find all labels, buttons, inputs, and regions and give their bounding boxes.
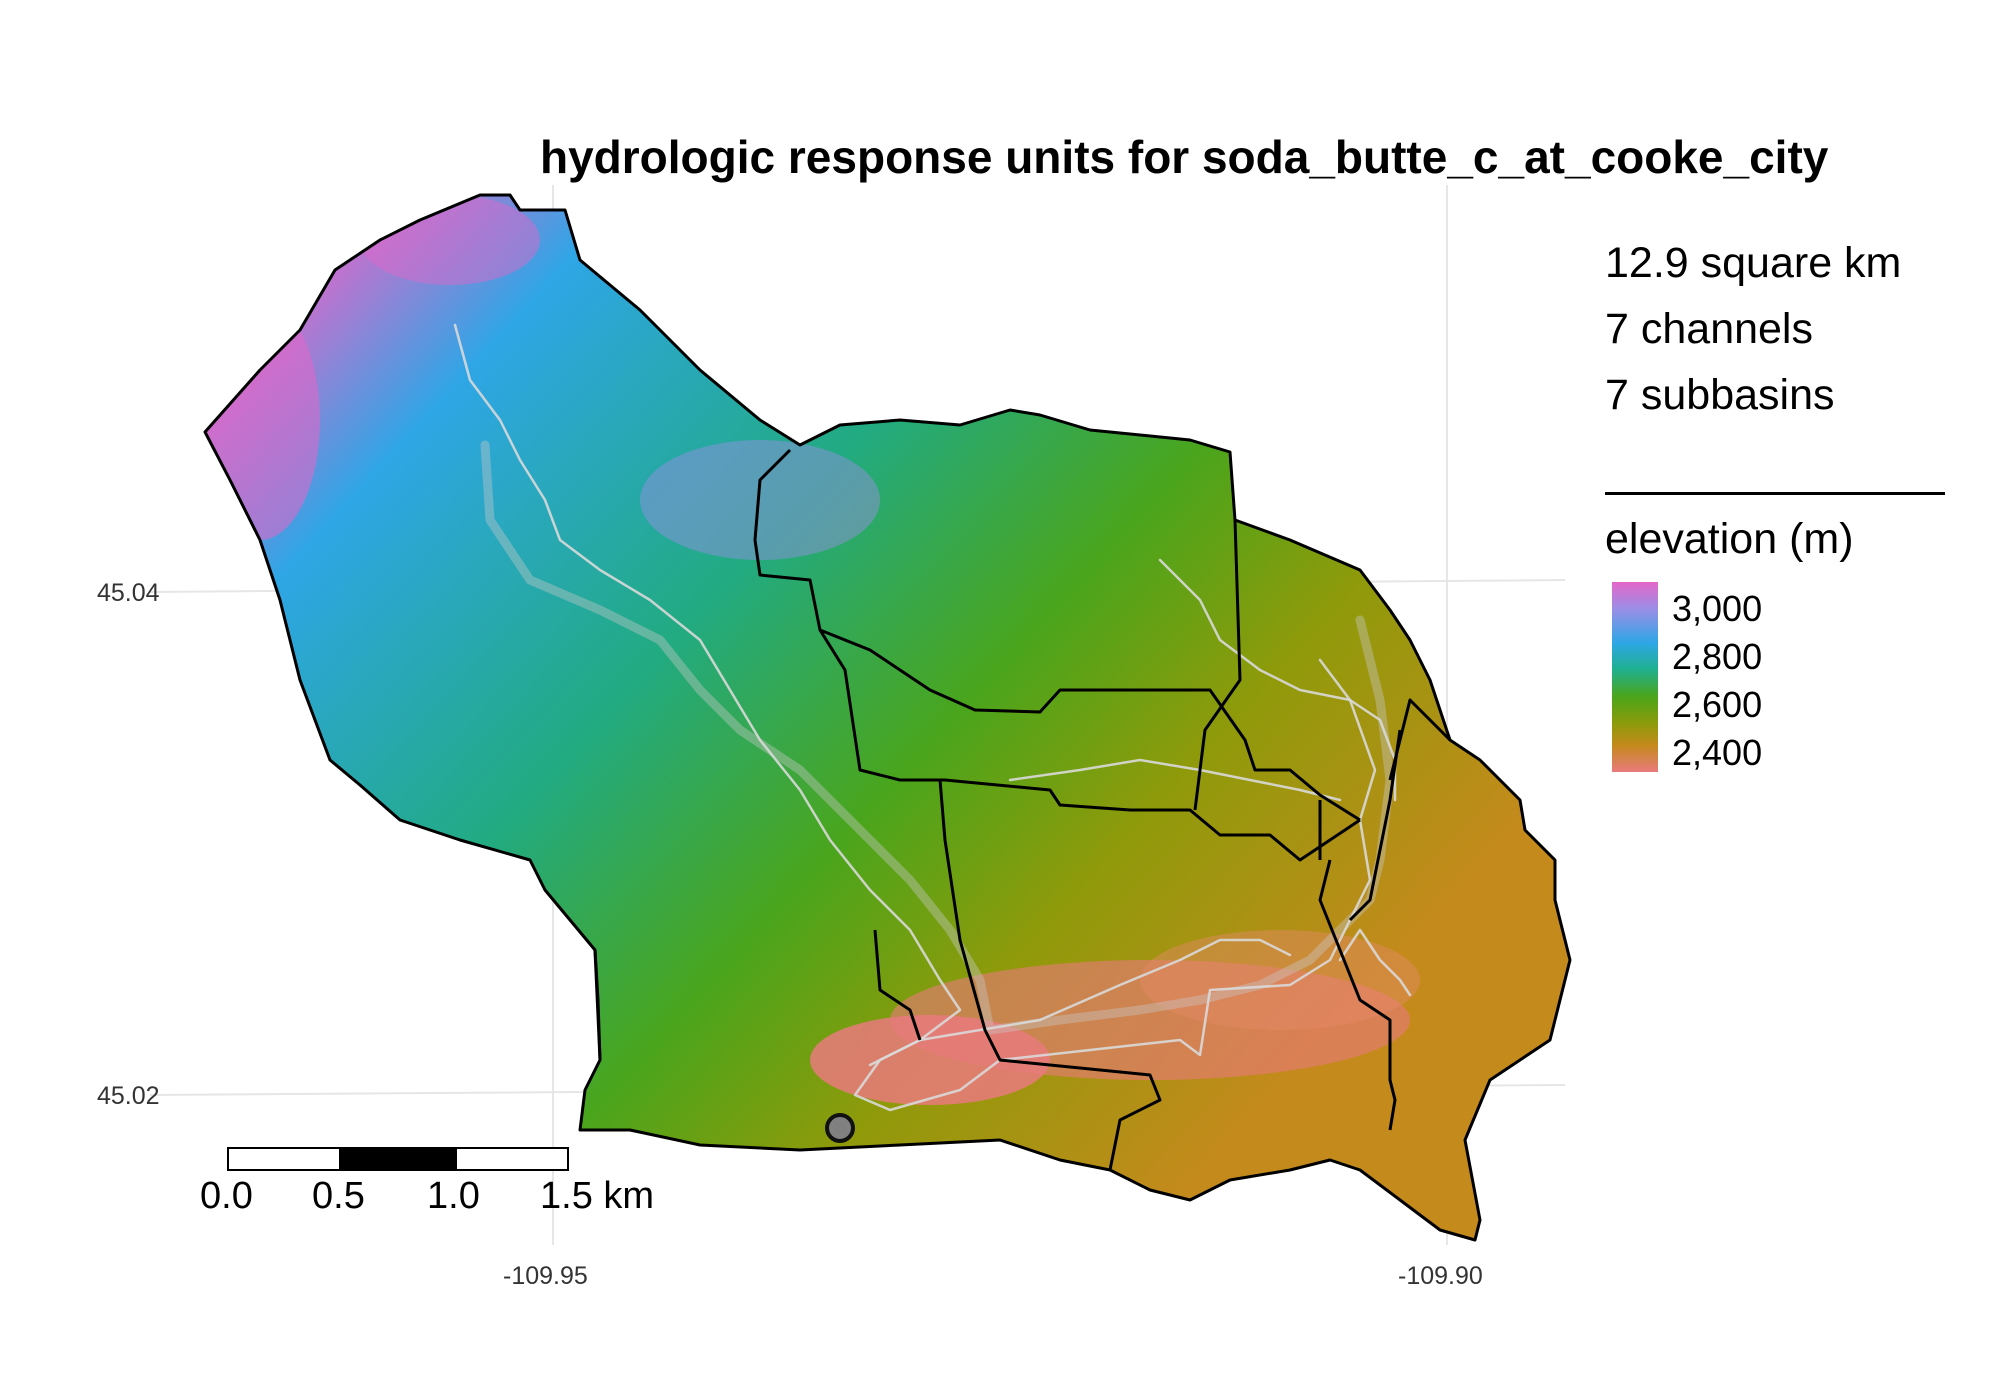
subbasin-divider-1 — [753, 448, 1361, 822]
stat-subbasins: 7 subbasins — [1605, 371, 1835, 419]
scale-bar-segment-1 — [227, 1147, 341, 1171]
x-tick-label-109.95: -109.95 — [503, 1262, 588, 1290]
subbasin-divider-9 — [873, 929, 922, 1041]
legend-divider — [1605, 492, 1945, 495]
channel-northeast — [1158, 558, 1397, 802]
scale-label-0: 0.0 — [200, 1175, 253, 1217]
stat-channels: 7 channels — [1605, 305, 1813, 353]
x-tick-label-109.90: -109.90 — [1398, 1262, 1483, 1290]
scale-label-1.5: 1.5 km — [540, 1175, 655, 1217]
y-tick-label-45.04: 45.04 — [97, 579, 160, 607]
subbasin-divider-3 — [1193, 519, 1242, 811]
subbasin-divider-10 — [593, 949, 602, 1061]
stat-area: 12.9 square km — [1605, 239, 1902, 287]
subbasin-boundaries — [203, 193, 1572, 1242]
legend-title: elevation (m) — [1605, 515, 1854, 563]
channel-south — [868, 938, 1292, 1067]
watershed-stats: 12.9 square km 7 channels 7 subbasins — [1605, 230, 1901, 428]
scale-bar — [227, 1147, 569, 1171]
legend-label-2400: 2,400 — [1672, 732, 1763, 773]
legend-label-2800: 2,800 — [1672, 636, 1763, 677]
scale-label-1.0: 1.0 — [427, 1175, 480, 1217]
channel-southeast — [1338, 928, 1412, 997]
scale-bar-segment-3 — [455, 1147, 569, 1171]
stream-network — [453, 323, 1412, 1112]
subbasin-divider-8 — [1348, 729, 1402, 922]
subbasin-divider-5 — [938, 779, 1162, 1171]
scale-bar-segment-2 — [339, 1147, 457, 1171]
outlet-marker — [825, 1113, 855, 1143]
legend-label-2600: 2,600 — [1672, 684, 1763, 725]
scale-label-0.5: 0.5 — [312, 1175, 365, 1217]
map-title: hydrologic response units for soda_butte… — [540, 131, 1829, 183]
legend-label-3000: 3,000 — [1672, 588, 1763, 629]
subbasin-divider-6 — [1318, 859, 1397, 1131]
subbasin-divider-2 — [818, 629, 1361, 862]
legend-colorbar — [1612, 582, 1658, 772]
y-tick-label-45.02: 45.02 — [97, 1082, 160, 1110]
main-channel — [480, 440, 1395, 1035]
